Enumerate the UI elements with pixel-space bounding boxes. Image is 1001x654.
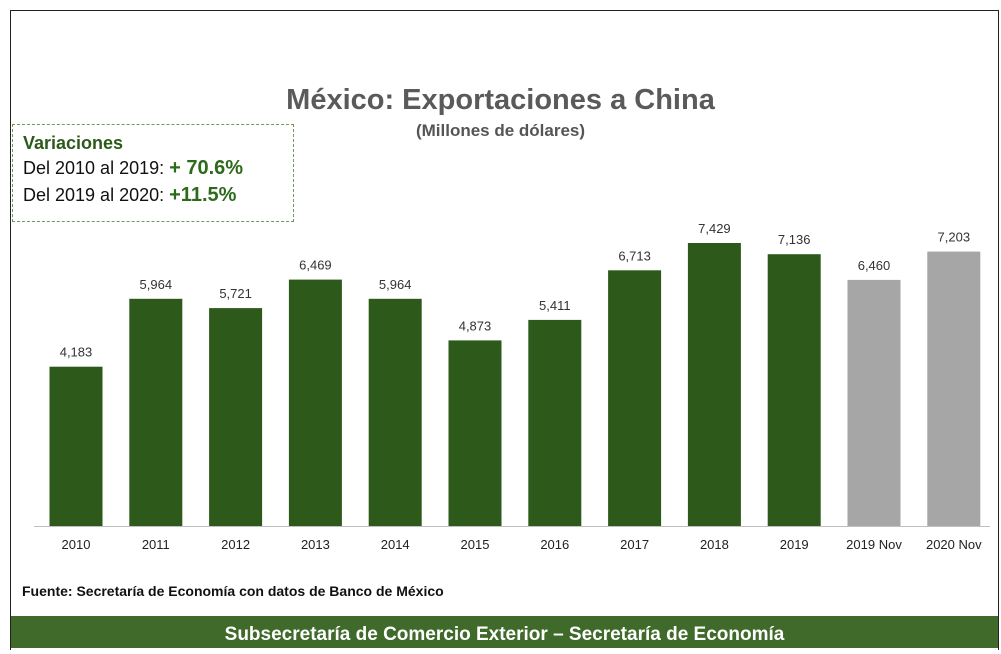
data-label: 7,136	[778, 232, 811, 247]
variation-1-value: + 70.6%	[169, 157, 244, 179]
variation-line-1: Del 2010 al 2019: + 70.6%	[23, 155, 283, 182]
bar-chart: 4,183 2010 5,964 2011 5,721 2012 6,469 2013 5,96…	[34, 221, 990, 552]
data-label: 5,964	[140, 277, 173, 292]
x-tick-label: 2018	[700, 537, 729, 552]
footer-banner: Subsecretaría de Comercio Exterior – Sec…	[11, 616, 998, 648]
bar-2011	[129, 298, 183, 526]
bar-2010	[49, 366, 103, 526]
variation-2-label: Del 2019 al 2020:	[23, 185, 165, 205]
data-label: 4,183	[60, 345, 93, 360]
x-tick-label: 2019	[780, 537, 809, 552]
x-tick-label: 2017	[620, 537, 649, 552]
x-tick-label: 2011	[142, 537, 170, 552]
bar-2020-nov	[927, 251, 981, 526]
chart-frame	[10, 10, 999, 650]
x-tick-label: 2014	[381, 537, 410, 552]
bar-2017	[608, 270, 662, 526]
data-label: 6,469	[299, 258, 332, 273]
variations-box: Variaciones Del 2010 al 2019: + 70.6% De…	[12, 124, 294, 222]
data-label: 4,873	[459, 318, 492, 333]
bar-2016	[528, 319, 582, 526]
x-tick-label: 2013	[301, 537, 330, 552]
variations-title: Variaciones	[23, 133, 124, 153]
bar-2019-nov	[847, 279, 901, 526]
x-tick-label: 2019 Nov	[846, 537, 902, 552]
data-label: 7,203	[938, 230, 971, 245]
bar-2014	[368, 298, 422, 526]
x-tick-label: 2012	[221, 537, 250, 552]
data-label: 7,429	[698, 221, 731, 236]
data-label: 5,411	[539, 298, 571, 313]
bar-2019	[767, 254, 821, 526]
data-label: 5,721	[219, 286, 252, 301]
bar-2015	[448, 340, 502, 526]
x-tick-label: 2010	[62, 537, 91, 552]
x-tick-label: 2020 Nov	[926, 537, 982, 552]
chart-subtitle: (Millones de dólares)	[415, 121, 586, 140]
bar-2012	[209, 308, 263, 526]
bar-2013	[288, 279, 342, 526]
data-label: 6,460	[858, 258, 891, 273]
variation-2-value: +11.5%	[169, 184, 237, 206]
data-label: 5,964	[379, 277, 412, 292]
x-tick-label: 2015	[461, 537, 490, 552]
data-label: 6,713	[618, 248, 651, 263]
bar-2018	[687, 243, 741, 526]
variation-1-label: Del 2010 al 2019:	[23, 158, 165, 178]
source-note: Fuente: Secretaría de Economía con datos…	[22, 583, 444, 599]
chart-title: México: Exportaciones a China	[286, 84, 715, 116]
x-tick-label: 2016	[540, 537, 569, 552]
variation-line-2: Del 2019 al 2020: +11.5%	[23, 182, 283, 209]
